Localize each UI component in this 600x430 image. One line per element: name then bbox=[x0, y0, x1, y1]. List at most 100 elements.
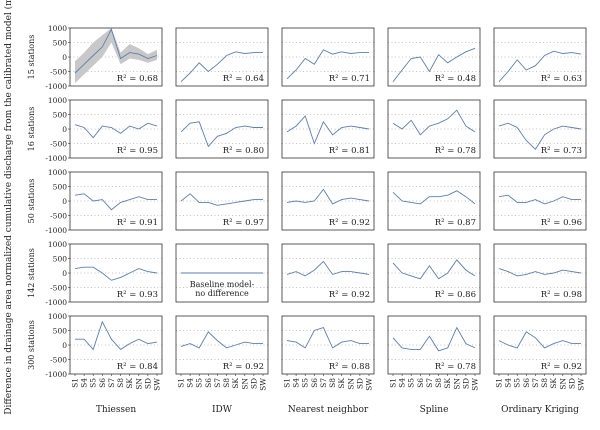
x-tick-label: S5 bbox=[513, 378, 522, 388]
r2-label: R² = 0.64 bbox=[223, 74, 264, 84]
panel-frame bbox=[175, 27, 269, 87]
panel-r3-c1: Baseline model-no difference bbox=[175, 243, 269, 303]
x-tick-label: SW bbox=[577, 378, 586, 391]
panel-frame bbox=[175, 315, 269, 375]
y-tick-label: -500 bbox=[50, 140, 67, 149]
panel-r4-c2: R² = 0.88 S1 S4 S5 S6 S7 S8 SK SN SD SW bbox=[281, 315, 375, 391]
panel-frame bbox=[281, 243, 375, 303]
x-tick-label: S6 bbox=[522, 378, 531, 388]
x-tick-label: S5 bbox=[89, 378, 98, 388]
y-tick-label: -500 bbox=[50, 356, 67, 365]
x-tick-label: S5 bbox=[407, 378, 416, 388]
row-label: 16 stations bbox=[27, 107, 36, 152]
x-tick-label: S6 bbox=[98, 378, 107, 388]
x-tick-label: SW bbox=[153, 378, 162, 391]
r2-label: R² = 0.92 bbox=[329, 290, 370, 300]
r2-label: R² = 0.73 bbox=[541, 146, 582, 156]
baseline-note: Baseline model- bbox=[190, 280, 255, 289]
x-tick-label: S7 bbox=[319, 378, 328, 388]
x-tick-label: S8 bbox=[116, 378, 125, 388]
x-tick-label: S8 bbox=[222, 378, 231, 388]
x-tick-label: SD bbox=[461, 378, 470, 389]
r2-label: R² = 0.98 bbox=[541, 290, 582, 300]
series-line bbox=[498, 194, 581, 205]
r2-label: R² = 0.48 bbox=[435, 74, 476, 84]
y-tick-label: 0 bbox=[62, 341, 67, 350]
x-tick-label: SD bbox=[567, 378, 576, 389]
y-tick-label: -500 bbox=[50, 284, 67, 293]
r2-label: R² = 0.68 bbox=[117, 74, 158, 84]
x-tick-label: S7 bbox=[107, 378, 116, 388]
series-line bbox=[392, 259, 476, 280]
y-tick-label: 500 bbox=[53, 111, 68, 120]
y-tick-label: -1000 bbox=[45, 154, 67, 163]
panel-r0-c2: R² = 0.71 bbox=[281, 27, 375, 87]
panel-r0-c3: R² = 0.48 bbox=[387, 27, 481, 87]
y-tick-label: -500 bbox=[50, 68, 67, 77]
panel-r2-c1: R² = 0.97 bbox=[175, 171, 269, 231]
x-tick-label: SN bbox=[134, 378, 143, 390]
panel-frame bbox=[175, 243, 269, 303]
r2-label: R² = 0.86 bbox=[435, 290, 476, 300]
x-tick-label: SW bbox=[259, 378, 268, 391]
x-tick-label: S4 bbox=[80, 378, 89, 388]
r2-label: R² = 0.92 bbox=[223, 362, 264, 372]
panel-frame bbox=[493, 315, 587, 375]
y-tick-label: 1000 bbox=[48, 312, 67, 321]
series-line bbox=[286, 115, 370, 145]
series-line bbox=[74, 122, 158, 139]
panel-frame bbox=[493, 243, 587, 303]
y-tick-label: 500 bbox=[53, 183, 68, 192]
x-tick-label: SD bbox=[355, 378, 364, 389]
x-tick-label: S8 bbox=[328, 378, 337, 388]
x-tick-label: S6 bbox=[310, 378, 319, 388]
x-tick-label: S4 bbox=[292, 378, 301, 388]
x-tick-label: S8 bbox=[434, 378, 443, 388]
y-tick-label: 0 bbox=[62, 197, 67, 206]
series-line bbox=[75, 320, 158, 351]
x-tick-label: S6 bbox=[416, 378, 425, 388]
panel-r4-c1: R² = 0.92 S1 S4 S5 S6 S7 S8 SK SN SD SW bbox=[175, 315, 269, 391]
panel-frame bbox=[175, 171, 269, 231]
r2-label: R² = 0.93 bbox=[117, 290, 158, 300]
x-tick-label: SN bbox=[346, 378, 355, 390]
panel-r2-c0: R² = 0.91 1000 500 0 -500 -1000 50 stations bbox=[27, 168, 163, 235]
y-tick-label: 500 bbox=[53, 327, 68, 336]
x-tick-label: SW bbox=[365, 378, 374, 391]
y-tick-label: 1000 bbox=[48, 24, 67, 33]
x-tick-label: S7 bbox=[531, 378, 540, 388]
x-tick-label: SK bbox=[231, 378, 240, 389]
panel-r4-c3: R² = 0.78 S1 S4 S5 S6 S7 S8 SK SN SD SW bbox=[387, 315, 481, 391]
y-tick-label: 0 bbox=[62, 269, 67, 278]
y-tick-label: -1000 bbox=[45, 82, 67, 91]
x-tick-label: SK bbox=[337, 378, 346, 389]
column-label: Nearest neighbor bbox=[288, 405, 369, 415]
y-tick-label: 0 bbox=[62, 53, 67, 62]
panel-r1-c2: R² = 0.81 bbox=[281, 99, 375, 159]
panel-r3-c0: R² = 0.93 1000 500 0 -500 -1000 142 stations bbox=[27, 240, 163, 307]
panel-r1-c3: R² = 0.78 bbox=[387, 99, 481, 159]
x-tick-label: SD bbox=[143, 378, 152, 389]
series-line bbox=[498, 50, 582, 82]
panel-frame bbox=[493, 27, 587, 87]
x-tick-label: S1 bbox=[495, 378, 504, 388]
panel-frame bbox=[387, 27, 481, 87]
panel-frame bbox=[281, 171, 375, 231]
series-line bbox=[180, 193, 263, 206]
column-label: Ordinary Kriging bbox=[501, 405, 579, 415]
panel-frame bbox=[493, 99, 587, 159]
column-label: IDW bbox=[212, 405, 233, 415]
panel-r2-c3: R² = 0.87 bbox=[387, 171, 481, 231]
y-tick-label: -500 bbox=[50, 212, 67, 221]
x-tick-label: S4 bbox=[398, 378, 407, 388]
panel-frame bbox=[281, 315, 375, 375]
r2-label: R² = 0.88 bbox=[329, 362, 370, 372]
x-tick-label: S4 bbox=[186, 378, 195, 388]
x-tick-label: S1 bbox=[177, 378, 186, 388]
panel-r2-c4: R² = 0.96 bbox=[493, 171, 587, 231]
y-tick-label: 500 bbox=[53, 255, 68, 264]
r2-label: R² = 0.78 bbox=[435, 146, 476, 156]
panel-r4-c4: R² = 0.92 S1 S4 S5 S6 S7 S8 SK SN SD SW bbox=[493, 315, 587, 391]
panel-r2-c2: R² = 0.92 bbox=[281, 171, 375, 231]
